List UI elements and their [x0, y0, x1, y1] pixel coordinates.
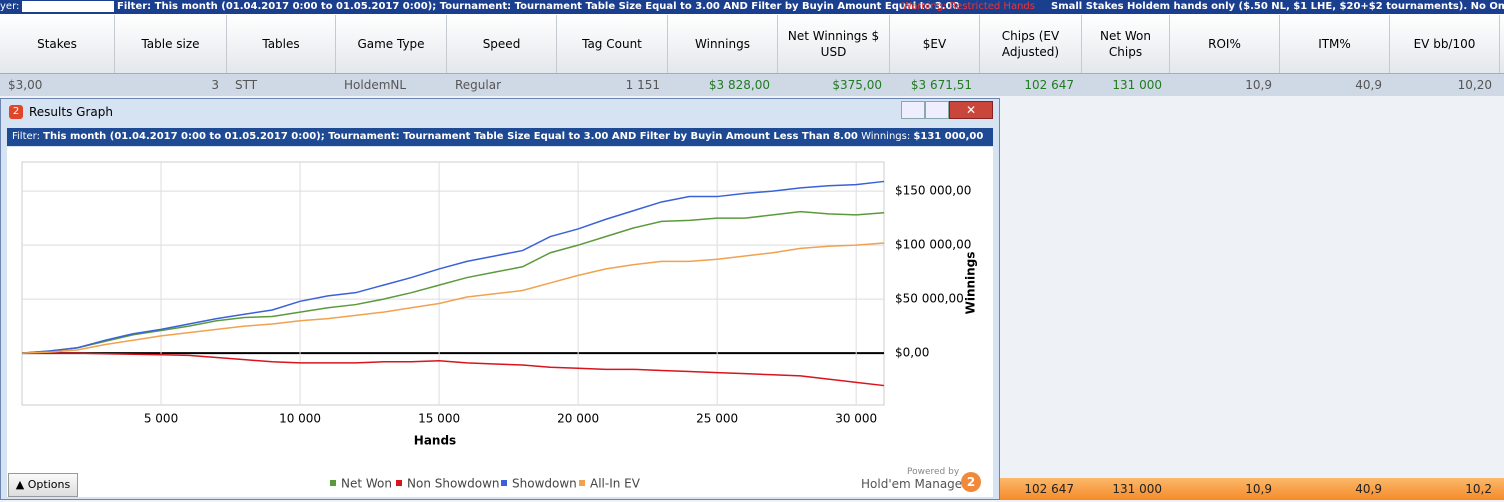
graph-filter: Filter: This month (01.04.2017 0:00 to 0… — [7, 128, 993, 146]
table-cell: STT — [235, 78, 258, 92]
warning: Warning: Restricted Hands — [902, 1, 1035, 12]
x-tick-label: 15 000 — [418, 412, 460, 426]
filter-text: Filter: This month (01.04.2017 0:00 to 0… — [117, 1, 960, 12]
table-cell: $3 828,00 — [708, 78, 770, 92]
column-header: $EV — [890, 15, 980, 73]
total-cell: 102 647 — [1024, 482, 1074, 496]
plot-area — [21, 161, 885, 406]
y-tick-label: $0,00 — [895, 346, 929, 360]
winnings-label: Winnings: — [861, 131, 911, 142]
column-header: Speed — [447, 15, 557, 73]
brand-logo: 2 — [961, 472, 981, 492]
filter-bar: yer: Filter: This month (01.04.2017 0:00… — [0, 0, 1504, 14]
series-line — [22, 352, 885, 387]
legend-swatch — [501, 480, 507, 486]
series-line — [21, 210, 885, 354]
totals-row: 102 647 131 000 10,9 40,9 10,2 — [1000, 478, 1504, 500]
table-cell: 102 647 — [1024, 78, 1074, 92]
column-header: Stakes — [0, 15, 115, 73]
player-label: yer: — [0, 1, 20, 12]
column-header: Tables — [227, 15, 336, 73]
table-cell: 40,9 — [1355, 78, 1382, 92]
table-cell: $3,00 — [8, 78, 43, 92]
legend-label: Net Won — [341, 477, 392, 491]
column-header: ROI% — [1170, 15, 1280, 73]
x-axis-label: Hands — [414, 434, 456, 448]
total-cell: 10,9 — [1245, 482, 1272, 496]
x-tick-label: 25 000 — [696, 412, 738, 426]
column-header: ITM% — [1280, 15, 1390, 73]
table-cell: 131 000 — [1112, 78, 1162, 92]
table-cell: HoldemNL — [344, 78, 407, 92]
window-title: Results Graph — [29, 105, 113, 119]
column-header: Net Winnings $ USD — [778, 15, 890, 73]
x-tick-label: 30 000 — [835, 412, 877, 426]
legend-label: All-In EV — [590, 477, 641, 491]
y-tick-label: $50 000,00 — [895, 292, 964, 306]
options-label: Options — [27, 478, 71, 491]
options-button[interactable]: ▲ Options — [8, 473, 78, 497]
series-line — [21, 242, 885, 354]
close-button[interactable]: ✕ — [949, 101, 993, 119]
table-cell: $3 671,51 — [910, 78, 972, 92]
table-cell: 1 151 — [625, 78, 660, 92]
minimize-button[interactable] — [901, 101, 925, 119]
winnings-value: $131 000,00 — [913, 131, 984, 142]
column-header: Table size — [115, 15, 227, 73]
column-header: Winnings — [668, 15, 778, 73]
filter-label: Filter: — [12, 131, 40, 142]
table-cell: $375,00 — [832, 78, 882, 92]
table-row: $3,00 3 STT HoldemNL Regular 1 151 $3 828,00 $3… — [0, 74, 1504, 96]
player-input[interactable] — [22, 1, 114, 12]
column-header: EV bb/100 — [1390, 15, 1500, 73]
brand: Hold'em Manager — [861, 477, 968, 491]
column-header: Net Won Chips — [1082, 15, 1170, 73]
legend-swatch — [330, 480, 336, 486]
y-tick-label: $150 000,00 — [895, 184, 971, 198]
total-cell: 131 000 — [1112, 482, 1162, 496]
app-icon: 2 — [9, 105, 23, 119]
column-header: Game Type — [336, 15, 447, 73]
total-cell: 10,2 — [1465, 482, 1492, 496]
legend-swatch — [579, 480, 585, 486]
column-header: Chips (EV Adjusted) — [980, 15, 1082, 73]
legend-swatch — [396, 480, 402, 486]
legend-label: Non Showdown — [407, 477, 500, 491]
legend-label: Showdown — [512, 477, 577, 491]
notice: Small Stakes Holdem hands only ($.50 NL,… — [1051, 1, 1504, 12]
table-cell: 10,9 — [1245, 78, 1272, 92]
table-header: Stakes Table size Tables Game Type Speed Tag … — [0, 15, 1504, 74]
x-tick-label: 20 000 — [557, 412, 599, 426]
x-tick-label: 10 000 — [279, 412, 321, 426]
series-line — [21, 180, 885, 354]
filter-text: This month (01.04.2017 0:00 to 01.05.201… — [43, 131, 858, 142]
table-cell: Regular — [455, 78, 502, 92]
x-tick-label: 5 000 — [144, 412, 178, 426]
total-cell: 40,9 — [1355, 482, 1382, 496]
column-header: Tag Count — [557, 15, 668, 73]
y-tick-label: $100 000,00 — [895, 238, 971, 252]
maximize-button[interactable] — [925, 101, 949, 119]
table-cell: 3 — [211, 78, 219, 92]
table-cell: 10,20 — [1457, 78, 1492, 92]
powered-by: Powered by — [907, 467, 960, 477]
y-axis-label: Winnings — [964, 252, 978, 315]
